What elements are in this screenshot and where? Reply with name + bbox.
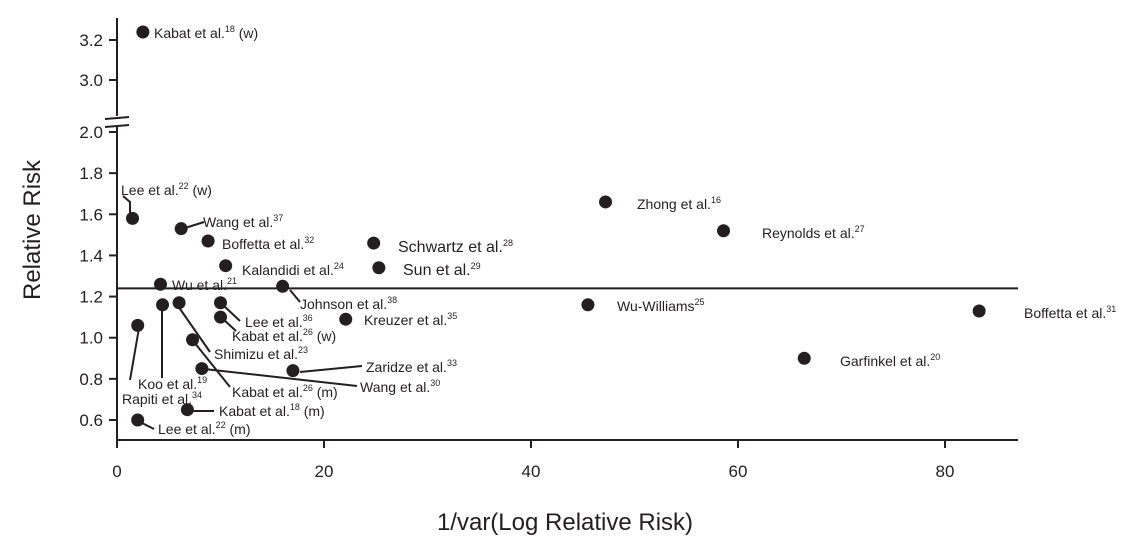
y-tick-label: 1.2	[79, 288, 103, 307]
point-label: Kabat et al.18 (m)	[219, 402, 325, 419]
x-tick-label: 60	[729, 462, 748, 481]
data-point	[201, 234, 215, 248]
leader-line	[193, 341, 231, 388]
data-point	[367, 236, 381, 250]
data-point	[717, 224, 731, 238]
y-tick-label: 1.4	[79, 246, 103, 265]
x-tick-label: 80	[936, 462, 955, 481]
data-point	[599, 195, 613, 209]
y-tick-label: 1.6	[79, 205, 103, 224]
point-label: Reynolds et al.27	[762, 224, 865, 241]
point-labels: Kabat et al.18 (w) Lee et al.22 (w) Wang e…	[121, 24, 1116, 437]
axes	[104, 18, 1018, 441]
point-label: Kalandidi et al.24	[242, 261, 344, 278]
leader-line	[222, 304, 241, 322]
label-leader-lines	[122, 195, 363, 430]
y-tick-label: 3.0	[79, 71, 103, 90]
point-label: Wu et al.21	[172, 276, 237, 293]
point-label: Boffetta et al.32	[222, 235, 314, 252]
point-label: Schwartz et al.28	[398, 238, 513, 256]
data-point	[131, 318, 145, 332]
data-point	[186, 333, 200, 347]
x-tick-label: 0	[112, 462, 121, 481]
point-label: Wu-Williams25	[617, 297, 705, 314]
data-point	[581, 298, 595, 312]
leader-line	[299, 365, 363, 373]
y-tick-label: 2.0	[79, 123, 103, 142]
point-label: Johnson et al.38	[300, 295, 397, 312]
x-axis-title: 1/var(Log Relative Risk)	[437, 509, 693, 536]
data-point	[195, 362, 209, 376]
point-label: Zhong et al.16	[637, 195, 721, 212]
data-point	[156, 298, 170, 312]
axis-break-mark	[104, 116, 130, 120]
y-tick-label: 1.0	[79, 329, 103, 348]
data-point	[972, 304, 986, 318]
data-point	[219, 259, 233, 273]
leader-line	[129, 327, 140, 381]
data-point	[174, 222, 188, 236]
point-label: Boffetta et al.31	[1024, 304, 1116, 321]
y-axis-title: Relative Risk	[19, 159, 46, 300]
data-point	[136, 25, 150, 39]
point-label: Kabat et al.26 (w)	[232, 327, 336, 344]
y-axis-ticks: 0.6 0.8 1.0 1.2 1.4 1.6 1.8 2.0 3.0 3.2	[79, 31, 117, 430]
y-tick-label: 0.8	[79, 370, 103, 389]
data-point	[126, 211, 140, 225]
axis-break-mark	[104, 124, 130, 128]
point-label: Lee et al.22 (w)	[121, 181, 212, 198]
point-label: Rapiti et al.34	[122, 390, 202, 407]
x-tick-label: 40	[522, 462, 541, 481]
point-label: Kreuzer et al.35	[364, 311, 457, 328]
data-point	[286, 364, 300, 378]
data-point	[214, 296, 227, 310]
x-axis-ticks: 0 20 40 60 80	[112, 440, 954, 481]
point-label: Koo et al.19	[138, 375, 207, 392]
leader-line	[289, 289, 301, 303]
data-point	[372, 261, 386, 275]
data-point	[339, 312, 353, 326]
x-tick-label: 20	[315, 462, 334, 481]
y-tick-label: 0.6	[79, 411, 103, 430]
data-point	[172, 296, 186, 310]
point-label: Garfinkel et al.20	[840, 352, 940, 369]
point-label: Sun et al.29	[403, 261, 481, 279]
data-point	[214, 310, 227, 324]
data-points	[126, 25, 986, 427]
point-label: Lee et al.22 (m)	[158, 420, 251, 437]
point-label: Lee et al.36	[245, 313, 313, 330]
point-label: Kabat et al.18 (w)	[154, 24, 258, 41]
leader-line	[203, 368, 358, 387]
data-point	[131, 413, 145, 427]
point-label: Kabat et al.26 (m)	[232, 383, 338, 400]
point-label: Wang et al.37	[203, 213, 283, 230]
point-label: Wang et al.30	[360, 378, 440, 395]
data-point	[797, 351, 811, 365]
leader-line	[177, 305, 211, 353]
data-point	[276, 279, 290, 293]
data-point	[180, 403, 194, 417]
y-tick-label: 1.8	[79, 164, 103, 183]
y-tick-label: 3.2	[79, 31, 103, 50]
data-point	[153, 277, 167, 291]
point-label: Zaridze et al.33	[366, 358, 457, 375]
point-label: Shimizu et al.23	[214, 345, 308, 362]
